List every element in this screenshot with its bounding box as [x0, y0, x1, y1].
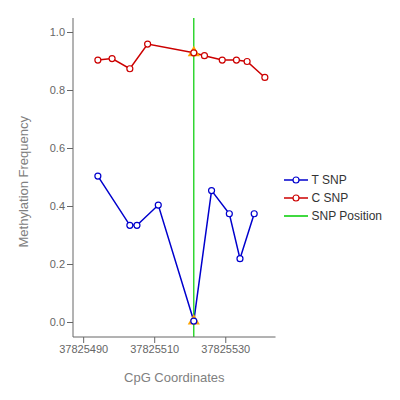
html-text:SNP Position: SNP Position — [311, 209, 382, 223]
svg-text:37825490: 37825490 — [59, 343, 108, 355]
svg-text:0.0: 0.0 — [50, 316, 65, 328]
svg-text:Methylation Frequency: Methylation Frequency — [16, 115, 31, 247]
svg-text:0.8: 0.8 — [50, 84, 65, 96]
svg-text:0.4: 0.4 — [50, 200, 65, 212]
svg-text:CpG Coordinates: CpG Coordinates — [124, 370, 225, 385]
svg-text:37825530: 37825530 — [201, 343, 250, 355]
svg-text:1.0: 1.0 — [50, 26, 65, 38]
svg-text:0.6: 0.6 — [50, 142, 65, 154]
svg-text:37825510: 37825510 — [130, 343, 179, 355]
html-text:T SNP: T SNP — [311, 173, 347, 187]
html-text:C SNP: C SNP — [311, 191, 349, 205]
svg-text:0.2: 0.2 — [50, 258, 65, 270]
